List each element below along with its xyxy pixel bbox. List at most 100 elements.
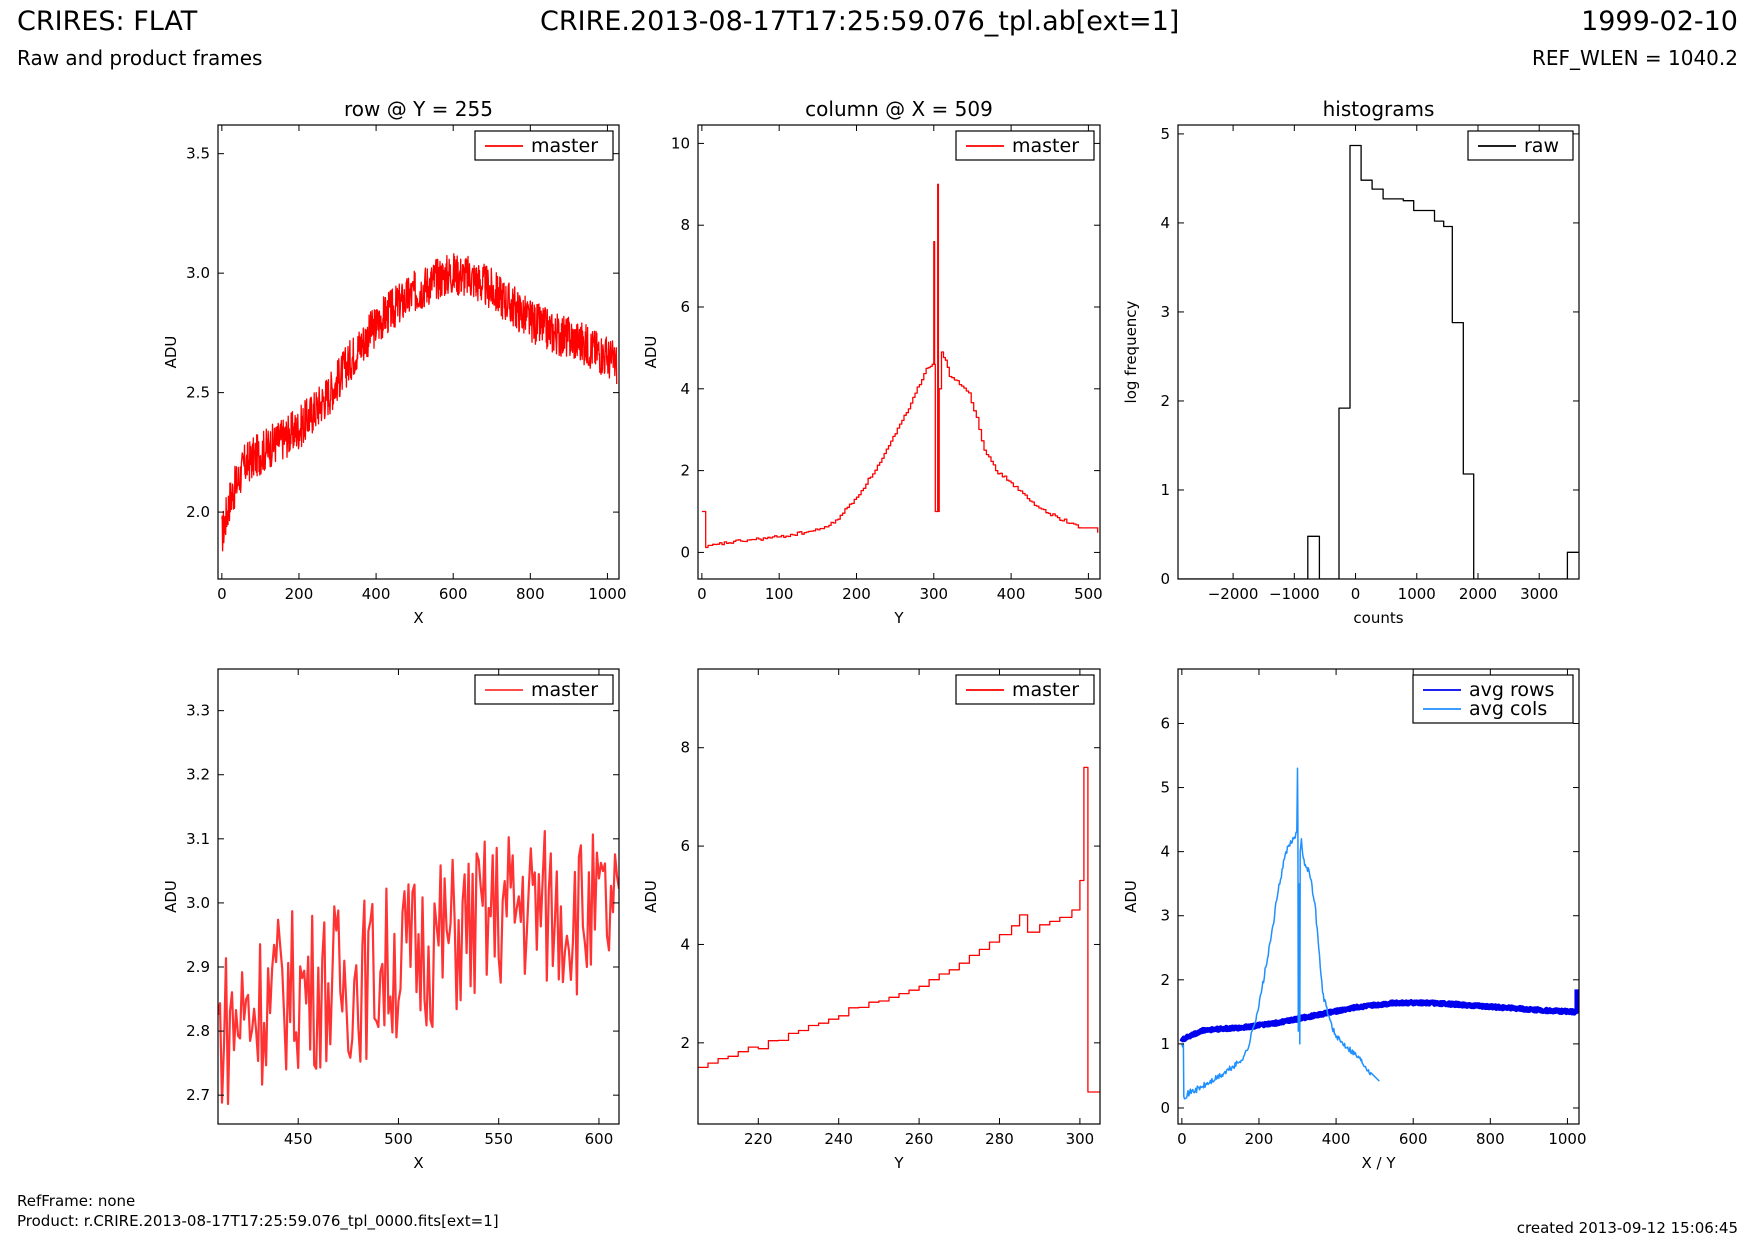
chart-column-zoom: 220 240 260 280 300 2 4 6 8 Y ADU master: [642, 668, 1101, 1172]
y-tick-label: 3.5: [186, 145, 210, 163]
chart-row: 0 200 400 600 800 1000 2.0 2.5 3.0 3.5 row @ Y = 2…: [162, 97, 627, 627]
x-tick-label: 1000: [1548, 1130, 1586, 1148]
legend-label: master: [1012, 135, 1079, 157]
product-label: Product: r.CRIRE.2013-08-17T17:25:59.076…: [17, 1212, 499, 1230]
x-tick-label: 260: [905, 1130, 934, 1148]
x-tick-label: 0: [217, 585, 227, 603]
y-tick-label: 2: [1160, 392, 1170, 410]
y-tick-label: 3: [1160, 907, 1170, 925]
x-tick-label: 800: [516, 585, 545, 603]
file-title: CRIRE.2013-08-17T17:25:59.076_tpl.ab[ext…: [540, 6, 1180, 37]
legend-label: master: [1012, 679, 1079, 701]
y-axis-label: ADU: [162, 880, 180, 913]
y-tick-label: 6: [680, 837, 690, 855]
axes-frame: [1177, 668, 1580, 1125]
x-tick-label: 100: [765, 585, 794, 603]
y-tick-label: 3.0: [186, 264, 210, 282]
chart-row-zoom: 450 500 550 600 2.7 2.8 2.9 3.0 3.1 3.2 3.3 X ADU mas…: [162, 668, 620, 1172]
series-line-raw: [1178, 144, 1579, 579]
x-tick-label: 0: [1177, 1130, 1187, 1148]
x-axis-label: X: [413, 1154, 423, 1172]
chart-hist: −2000 −1000 0 1000 2000 3000 0 1 2 3 4 5 histograms c…: [1122, 97, 1580, 627]
y-tick-label: 4: [680, 380, 690, 398]
axes-frame: [697, 668, 1101, 1125]
x-tick-label: 500: [1074, 585, 1103, 603]
x-tick-label: −2000: [1208, 585, 1259, 603]
y-tick-label: 4: [1160, 843, 1170, 861]
y-axis-label: ADU: [642, 336, 660, 369]
x-tick-label: 240: [824, 1130, 853, 1148]
x-tick-label: 550: [484, 1130, 513, 1148]
chart-title: row @ Y = 255: [344, 97, 493, 121]
y-tick-label: 0: [680, 543, 690, 561]
x-tick-label: 450: [284, 1130, 313, 1148]
y-tick-label: 3.3: [186, 702, 210, 720]
x-tick-label: 200: [842, 585, 871, 603]
y-axis-label: ADU: [1122, 880, 1140, 913]
legend-label: master: [531, 679, 598, 701]
y-tick-label: 2: [680, 1034, 690, 1052]
x-tick-label: 1000: [1398, 585, 1436, 603]
y-tick-label: 0: [1160, 1099, 1170, 1117]
legend: master: [955, 674, 1095, 705]
y-tick-label: 8: [680, 216, 690, 234]
y-tick-label: 3.2: [186, 766, 210, 784]
axes-frame: [1177, 124, 1580, 580]
y-tick-label: 4: [1160, 214, 1170, 232]
y-tick-label: 5: [1160, 125, 1170, 143]
page-title: CRIRES: FLAT: [17, 6, 198, 37]
y-tick-label: 2.9: [186, 958, 210, 976]
y-tick-label: 3.1: [186, 830, 210, 848]
chart-column: 0 100 200 300 400 500 0 2 4 6 8 10 column @ X = 509 Y…: [642, 97, 1103, 627]
x-tick-label: 280: [985, 1130, 1014, 1148]
x-tick-label: 0: [697, 585, 707, 603]
x-tick-label: 400: [362, 585, 391, 603]
y-axis-label: ADU: [162, 336, 180, 369]
y-tick-label: 2.7: [186, 1086, 210, 1104]
series-line-master: [221, 253, 618, 552]
legend-label: avg rows: [1469, 679, 1554, 701]
date-label: 1999-02-10: [1581, 6, 1738, 37]
x-tick-label: 500: [384, 1130, 413, 1148]
ref-wlen-label: REF_WLEN = 1040.2: [1531, 46, 1738, 70]
x-axis-label: Y: [893, 609, 904, 627]
y-axis-label: log frequency: [1122, 300, 1140, 403]
x-tick-label: 400: [997, 585, 1026, 603]
created-label: created 2013-09-12 15:06:45: [1516, 1219, 1738, 1237]
x-axis-label: counts: [1353, 609, 1403, 627]
x-axis-label: Y: [893, 1154, 904, 1172]
x-tick-label: −1000: [1269, 585, 1320, 603]
y-tick-label: 3: [1160, 303, 1170, 321]
series-line-master: [218, 830, 619, 1106]
x-axis-label: X: [413, 609, 423, 627]
x-tick-label: 600: [1399, 1130, 1428, 1148]
legend: master: [474, 674, 614, 705]
legend-label: master: [531, 135, 598, 157]
y-tick-label: 6: [1160, 714, 1170, 732]
page-subtitle: Raw and product frames: [17, 46, 263, 70]
legend-label: avg cols: [1469, 698, 1547, 720]
y-axis-label: ADU: [642, 880, 660, 913]
y-tick-label: 2: [1160, 971, 1170, 989]
y-tick-label: 6: [680, 298, 690, 316]
x-tick-label: 400: [1322, 1130, 1351, 1148]
x-tick-label: 1000: [588, 585, 626, 603]
chart-avg: 0 200 400 600 800 1000 0 1 2 3 4 5 6 X / Y ADU avg rows…: [1122, 668, 1587, 1172]
chart-title: column @ X = 509: [805, 97, 993, 121]
x-tick-label: 0: [1351, 585, 1361, 603]
axes-frame: [217, 124, 620, 580]
chart-title: histograms: [1323, 97, 1435, 121]
x-axis-label: X / Y: [1361, 1154, 1396, 1172]
x-tick-label: 2000: [1459, 585, 1497, 603]
series-line-master: [698, 766, 1100, 1093]
y-tick-label: 2.8: [186, 1022, 210, 1040]
x-tick-label: 200: [1245, 1130, 1274, 1148]
series-line-master: [701, 183, 1099, 549]
y-tick-label: 1: [1160, 1035, 1170, 1053]
series-line-avg-cols: [1181, 767, 1380, 1100]
y-tick-label: 4: [680, 935, 690, 953]
legend: master: [955, 130, 1095, 161]
legend: raw: [1467, 130, 1574, 161]
